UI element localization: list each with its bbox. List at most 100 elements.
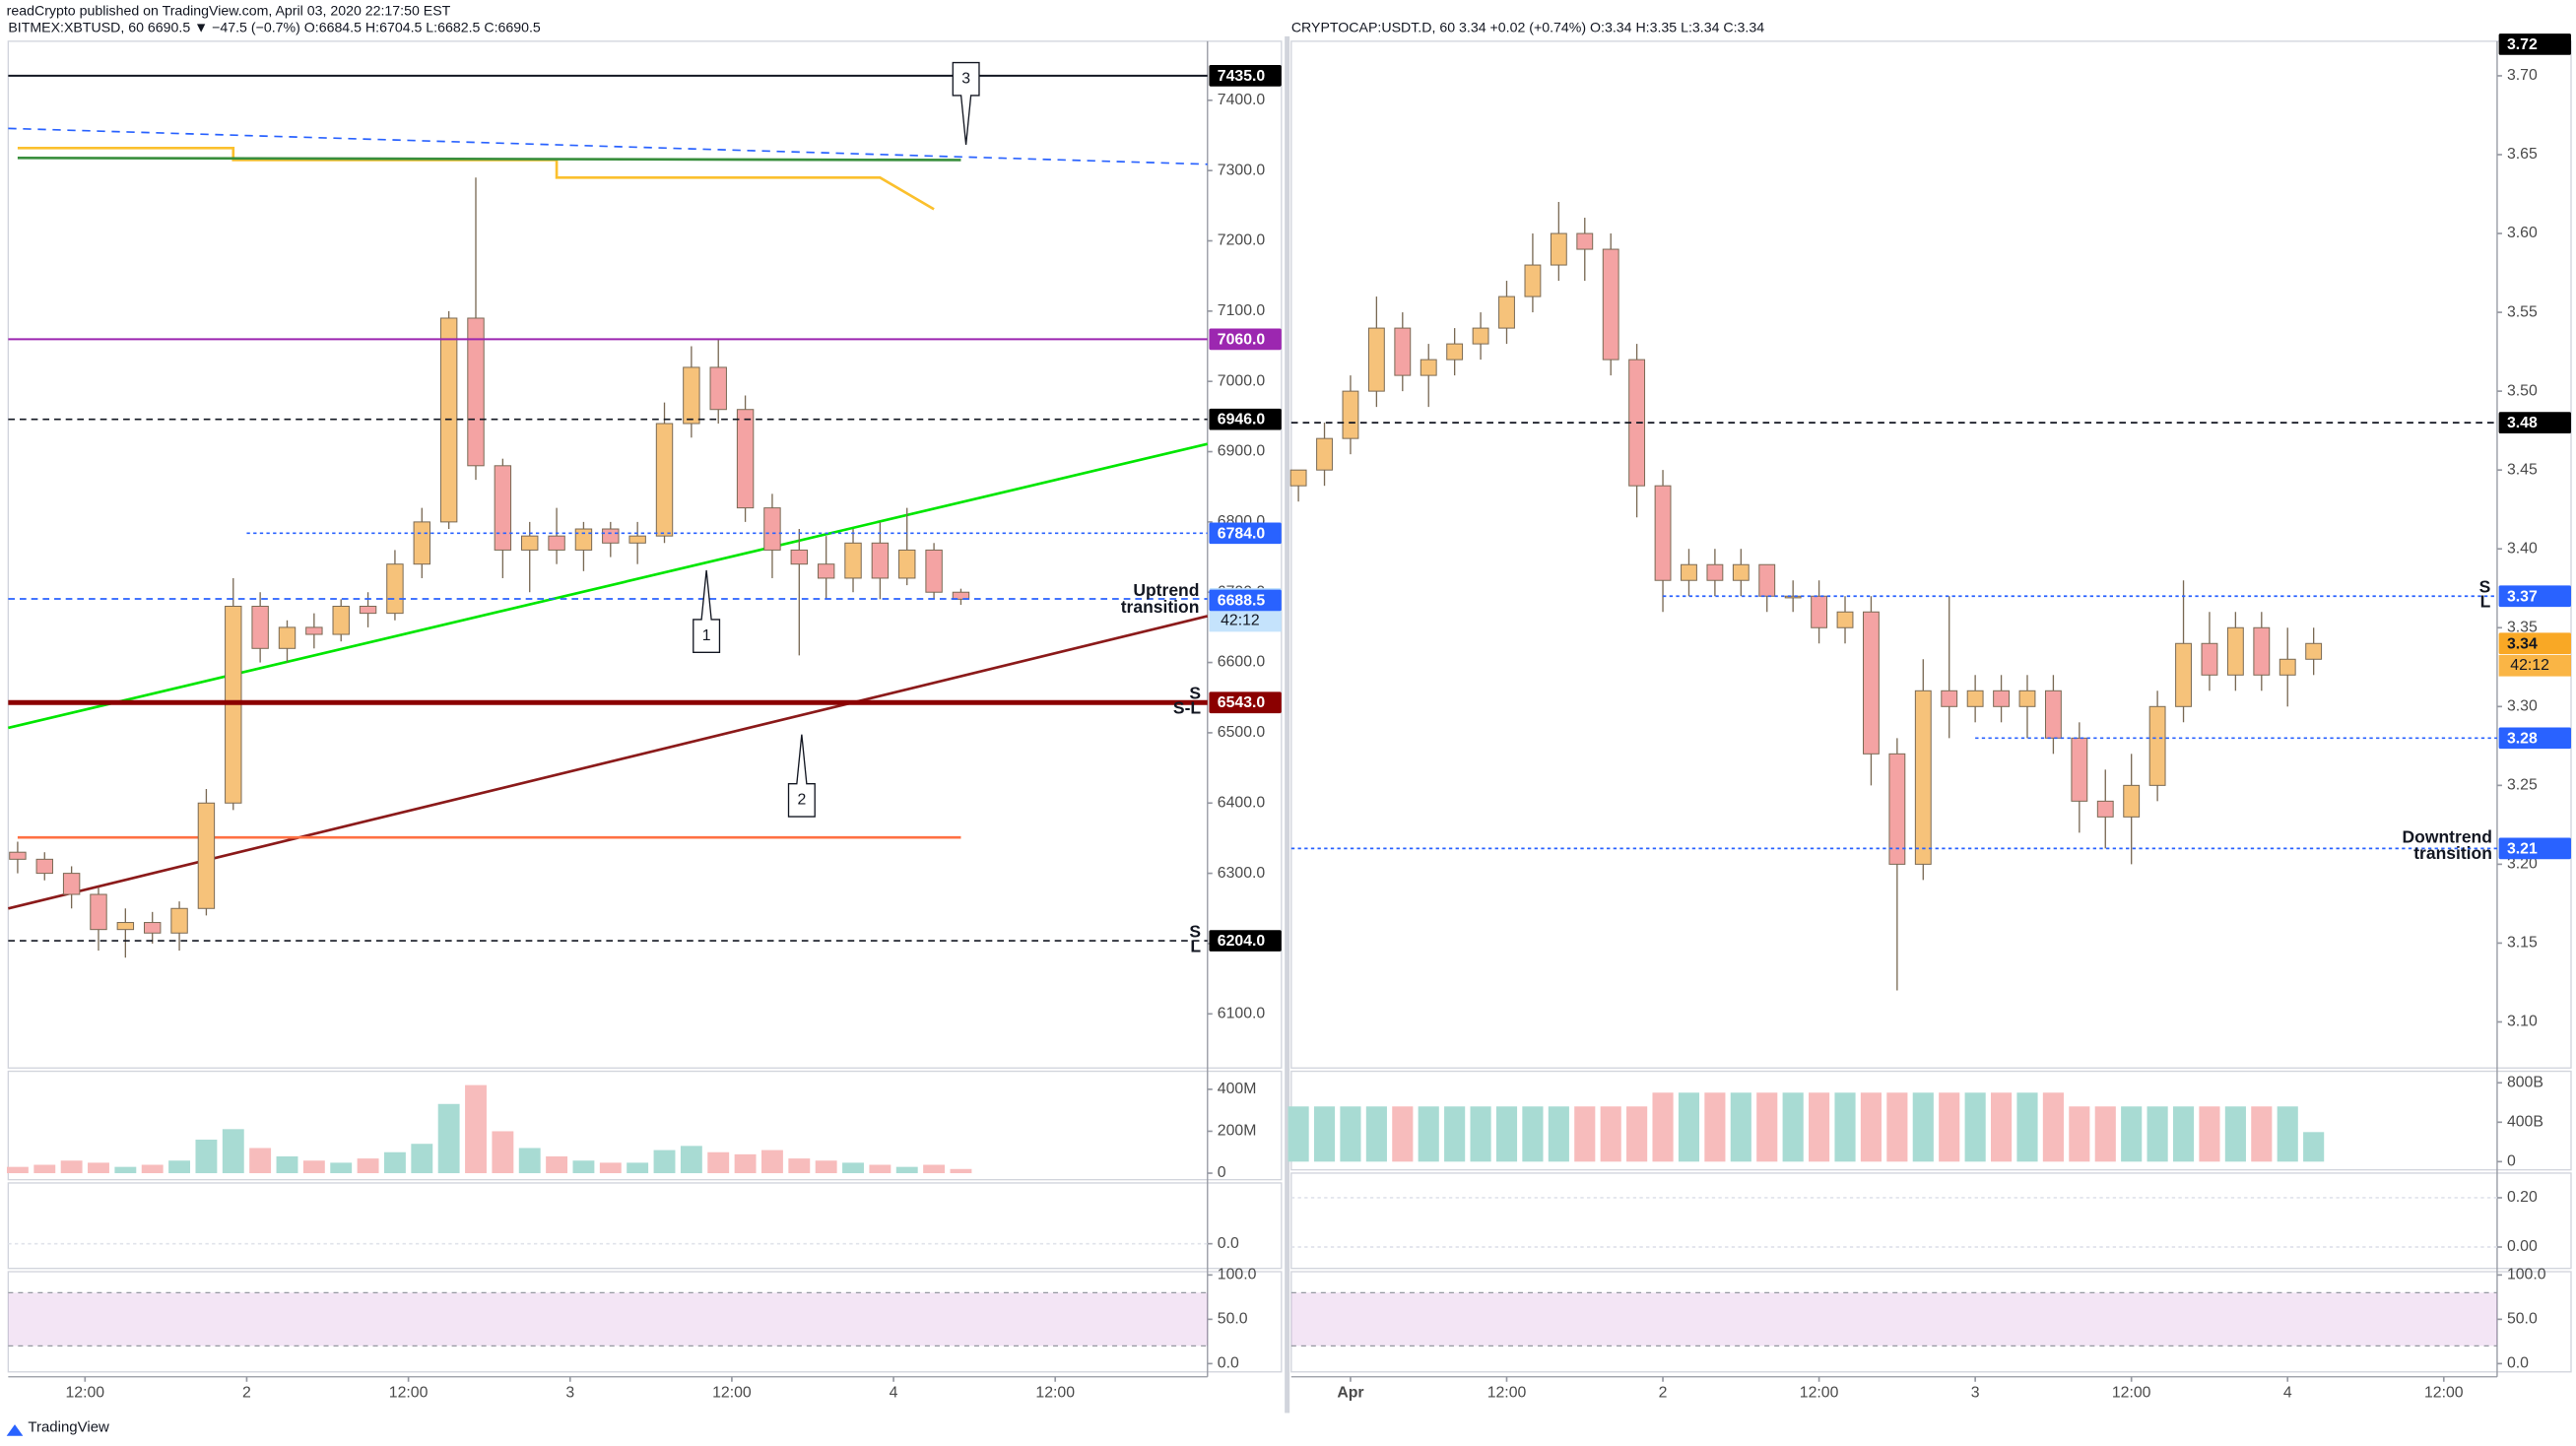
level-label: 6688.5 <box>1218 592 1266 609</box>
candle-body <box>2096 800 2114 818</box>
volume-bar <box>599 1162 622 1174</box>
annotation: Downtrend <box>2403 826 2492 846</box>
volume-bar <box>1340 1106 1361 1162</box>
x-tick-label: 3 <box>1971 1385 1980 1402</box>
volume-bar <box>2094 1106 2116 1162</box>
x-tick-label: 2 <box>1659 1385 1668 1402</box>
candle-body <box>197 802 216 909</box>
volume-bar <box>195 1139 218 1174</box>
level-label-box <box>1209 589 1282 612</box>
y-tick-label: 6400.0 <box>1218 794 1266 811</box>
candle-body <box>1758 563 1776 597</box>
volume-bar <box>950 1168 972 1174</box>
candle-body <box>1498 296 1515 329</box>
y-tick-label: 100.0 <box>1218 1267 1257 1283</box>
candle-body <box>655 423 674 537</box>
y-tick-label: 0.0 <box>1218 1355 1239 1372</box>
candle-body <box>278 626 297 649</box>
level-tag: L <box>1190 936 1201 955</box>
volume-bar <box>2172 1106 2195 1162</box>
pane <box>1290 1271 2572 1373</box>
volume-bar <box>1939 1092 1960 1162</box>
indicator-line <box>8 442 1209 730</box>
volume-bar <box>761 1150 783 1174</box>
candle-body <box>35 858 53 875</box>
candle-body <box>1732 563 1750 581</box>
volume-bar <box>869 1164 892 1174</box>
callout <box>693 569 721 653</box>
volume-bar <box>1444 1106 1466 1162</box>
x-tick-label: 12:00 <box>712 1385 752 1402</box>
level-label: 3.21 <box>2507 840 2538 857</box>
y-tick-label: 6300.0 <box>1218 865 1266 882</box>
publisher: readCrypto published on TradingView.com,… <box>7 4 451 20</box>
volume-bar <box>1860 1092 1882 1162</box>
volume-bar <box>168 1160 191 1174</box>
volume-bar <box>788 1158 811 1174</box>
volume-bar <box>1886 1092 1908 1162</box>
volume-bar <box>1652 1092 1674 1162</box>
level-label: 6543.0 <box>1218 694 1266 711</box>
candle-body <box>1367 327 1385 392</box>
volume-bar <box>276 1155 298 1174</box>
rsi-band <box>1290 1292 2497 1347</box>
annotation: transition <box>1121 597 1200 617</box>
candle-body <box>305 626 323 635</box>
x-tick-label: 12:00 <box>1487 1385 1527 1402</box>
candle-body <box>1576 232 1594 250</box>
candle-body <box>170 907 188 934</box>
callout-label: 2 <box>797 792 806 809</box>
y-tick-label: 6600.0 <box>1218 654 1266 671</box>
candle-body <box>90 893 107 931</box>
x-tick-label: 12:00 <box>1800 1385 1839 1402</box>
divider <box>1285 35 1290 1413</box>
volume-bar <box>60 1160 83 1174</box>
pane <box>1290 40 2572 1069</box>
y-tick-label: 0.20 <box>2507 1189 2538 1206</box>
candle-body <box>1394 327 1412 376</box>
volume-bar <box>1522 1106 1544 1162</box>
volume-bar <box>1678 1092 1700 1162</box>
countdown: 42:12 <box>2510 657 2549 674</box>
candle-body <box>332 605 350 635</box>
candle-body <box>1888 753 1906 865</box>
x-tick-label: Apr <box>1337 1385 1363 1402</box>
y-tick-label: 400M <box>1218 1081 1257 1097</box>
volume-bar <box>653 1150 676 1174</box>
candle-body <box>1784 595 1802 599</box>
volume-bar <box>1574 1106 1596 1162</box>
volume-bar <box>2224 1106 2246 1162</box>
candle-body <box>844 542 862 579</box>
volume-bar <box>2042 1092 2064 1162</box>
pane <box>1290 1172 2572 1270</box>
volume-bar <box>842 1162 864 1174</box>
candle-body <box>62 873 81 895</box>
candle-body <box>143 922 162 934</box>
level-label-box <box>1209 522 1282 545</box>
volume-bar <box>815 1160 837 1174</box>
x-tick-label: 12:00 <box>2424 1385 2464 1402</box>
volume-bar <box>1912 1092 1934 1162</box>
candle-body <box>1524 264 1542 297</box>
volume-bar <box>1834 1092 1856 1162</box>
candle-body <box>574 528 593 551</box>
y-tick-label: 3.70 <box>2507 67 2538 84</box>
candle-body <box>2279 658 2296 676</box>
volume-bar <box>411 1144 433 1174</box>
pane <box>7 1070 1283 1181</box>
candle-body <box>1941 690 1958 707</box>
level-label: 3.37 <box>2507 588 2538 605</box>
volume-bar <box>1964 1092 1986 1162</box>
candle-body <box>628 535 646 544</box>
y-tick-label: 6500.0 <box>1218 724 1266 741</box>
x-tick-label: 2 <box>242 1385 251 1402</box>
candle-body <box>2123 784 2141 818</box>
y-tick-label: 0.0 <box>2507 1355 2529 1372</box>
volume-bar <box>222 1129 244 1174</box>
level-label: 3.48 <box>2507 415 2538 431</box>
y-tick-label: 3.15 <box>2507 935 2538 952</box>
volume-bar <box>2303 1132 2325 1162</box>
candle-body <box>2018 690 2036 707</box>
candle-body <box>1472 327 1489 345</box>
volume-bar <box>627 1162 649 1174</box>
